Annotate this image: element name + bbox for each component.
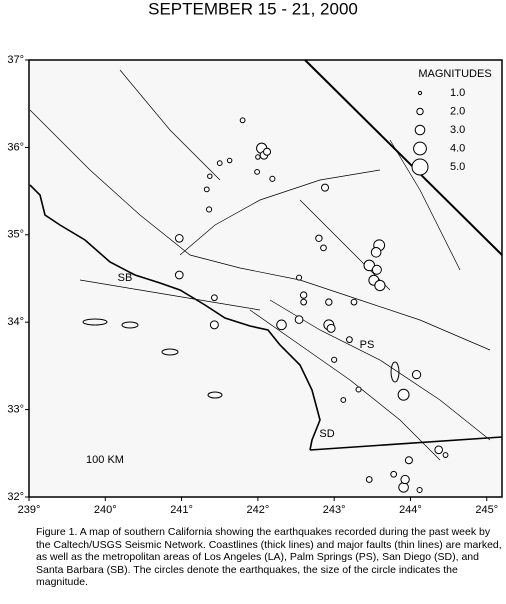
island [161, 348, 179, 356]
legend-label: 2.0 [450, 105, 465, 117]
place-label: SB [118, 272, 133, 284]
features [29, 59, 503, 461]
scale-label: 100 KM [86, 454, 124, 466]
place-label: PS [360, 339, 375, 351]
x-tick-label: 245° [475, 504, 498, 516]
earthquake [442, 452, 449, 458]
earthquake [397, 388, 410, 401]
y-tick-label: 37° [7, 54, 24, 66]
x-tick-label: 241° [170, 504, 193, 516]
legend-circle [417, 90, 423, 96]
earthquake [211, 294, 218, 302]
earthquake [331, 356, 338, 363]
earthquake [346, 336, 353, 344]
earthquake [398, 482, 409, 493]
fault [249, 309, 441, 461]
fault [119, 69, 221, 181]
fault [389, 139, 461, 271]
earthquake [226, 157, 233, 164]
title: SEPTEMBER 15 - 21, 2000 [148, 0, 358, 18]
earthquake [207, 173, 213, 179]
fault [29, 109, 491, 351]
map: SEPTEMBER 15 - 21, 2000 SB PS SD 100 KM … [7, 0, 503, 516]
earthquake [400, 474, 410, 485]
y-tick-label: 34° [7, 316, 24, 328]
earthquake [205, 206, 213, 213]
earthquake [326, 323, 336, 333]
legend-label: 1.0 [450, 87, 465, 99]
earthquake [203, 186, 210, 193]
earthquake [320, 244, 327, 252]
earthquake [263, 147, 272, 156]
island [82, 318, 108, 326]
fault [79, 279, 261, 311]
y-tick-label: 35° [7, 229, 24, 241]
earthquake [404, 456, 413, 465]
earthquake [174, 233, 184, 243]
earthquake [299, 291, 308, 299]
y-tick-label: 33° [7, 404, 24, 416]
legend-label: 5.0 [450, 161, 465, 173]
place-label: SD [319, 428, 334, 440]
frame [28, 59, 503, 498]
earthquake [239, 117, 246, 124]
earthquake [374, 279, 386, 292]
earthquake [325, 298, 333, 306]
legend-circle [416, 107, 424, 116]
x-tick-label: 242° [246, 504, 269, 516]
earthquake [255, 154, 261, 160]
earthquake [254, 168, 261, 175]
earthquake [371, 264, 382, 275]
earthquake [216, 160, 223, 167]
earthquake [434, 445, 444, 455]
coastline [29, 184, 321, 451]
x-tick-label: 243° [323, 504, 346, 516]
border [309, 436, 503, 451]
legend-label: 3.0 [450, 124, 465, 136]
legend-label: 4.0 [450, 142, 465, 154]
island [207, 391, 223, 399]
earthquake [350, 298, 358, 306]
map-background [29, 60, 502, 497]
earthquake [370, 246, 382, 258]
y-tick-label: 36° [7, 141, 24, 153]
earthquake [294, 315, 304, 324]
x-tick-label: 244° [399, 504, 422, 516]
y-tick-label: 32° [7, 491, 24, 503]
earthquake [320, 183, 330, 192]
legend-circle [413, 141, 427, 156]
island [121, 321, 139, 329]
earthquake [174, 270, 184, 280]
legend-title: MAGNITUDES [418, 68, 491, 80]
fault [179, 169, 381, 256]
earthquake [276, 319, 287, 331]
legend-circle [414, 124, 426, 136]
earthquake [300, 298, 308, 306]
earthquake [390, 470, 398, 478]
earthquake [296, 274, 303, 281]
legend-circle [411, 158, 429, 176]
x-tick-label: 239° [18, 504, 41, 516]
x-tick-label: 240° [94, 504, 117, 516]
earthquake [416, 486, 423, 494]
earthquake [340, 397, 347, 403]
earthquake [269, 175, 276, 182]
earthquake [365, 476, 373, 483]
salton-sea [390, 361, 400, 383]
earthquake [315, 234, 323, 242]
earthquake [355, 386, 362, 393]
caption: Figure 1. A map of southern California s… [36, 526, 502, 588]
state-line [304, 59, 503, 256]
earthquake [411, 369, 422, 380]
earthquake [209, 320, 219, 330]
